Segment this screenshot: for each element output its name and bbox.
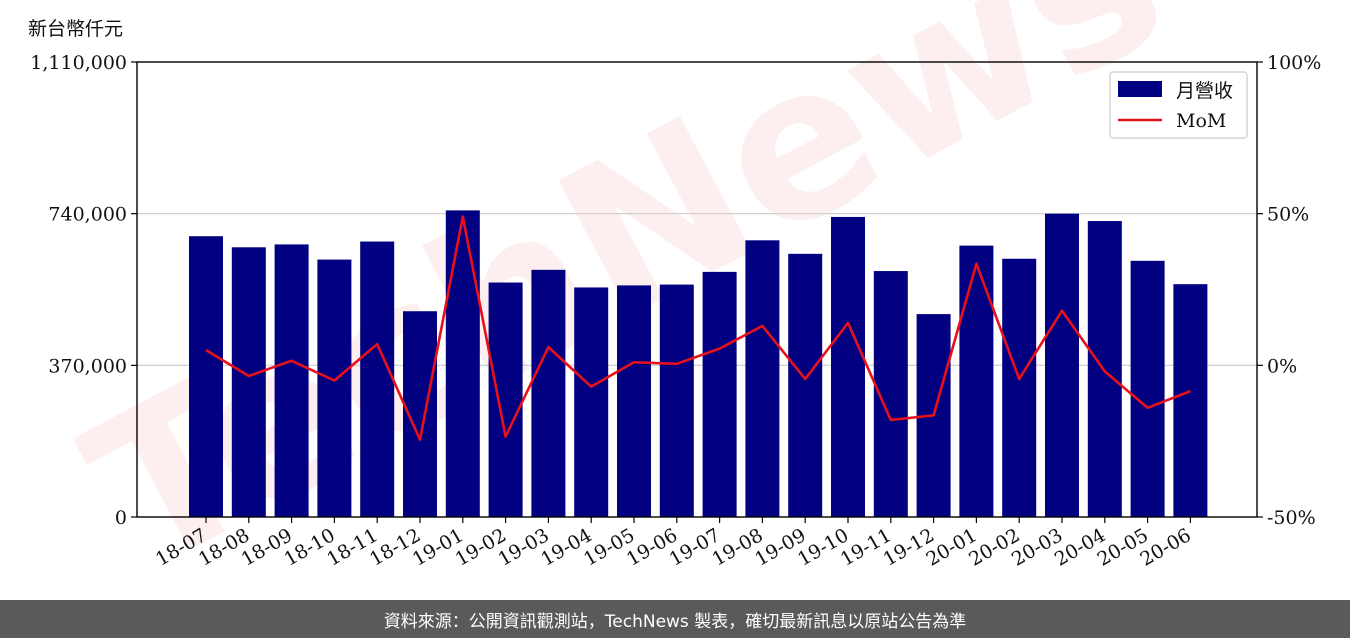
y-left-tick-label: 1,110,000 [30,52,127,74]
bar-18-07 [189,236,223,517]
bar-18-09 [274,244,309,517]
bar-19-09 [788,253,823,518]
source-footer: 資料來源：公開資訊觀測站，TechNews 製表，確切最新訊息以原站公告為準 [0,600,1350,638]
y-right-tick-label: -50% [1267,507,1316,529]
legend-label-revenue: 月營收 [1176,80,1233,102]
bar-19-06 [659,284,694,517]
y-right-tick-label: 0% [1267,355,1297,377]
bar-19-08 [745,240,780,518]
y-right-tick-label: 50% [1267,204,1309,226]
bar-18-08 [231,247,266,517]
bar-19-03 [531,269,566,517]
plot-frame [136,61,1258,518]
bar-20-03 [1045,213,1079,517]
y-left-tick-label: 0 [115,507,127,529]
mom-line [205,215,1191,441]
bar-19-02 [488,282,523,517]
legend: 月營收 MoM [1109,71,1248,139]
bar-18-11 [360,241,395,518]
x-tick-label: 20-06 [1136,524,1194,570]
y-left-tick-label: 370,000 [48,355,127,377]
bar-19-04 [574,287,609,517]
combo-chart: TechNews 0370,000740,0001,110,000-50%0%5… [30,0,1321,600]
footer-text: 資料來源：公開資訊觀測站，TechNews 製表，確切最新訊息以原站公告為準 [383,611,967,632]
y-right-tick-label: 100% [1267,52,1321,74]
bar-20-02 [1002,258,1037,517]
bar-19-10 [831,216,865,517]
bar-19-05 [617,285,651,517]
bar-20-06 [1173,284,1208,517]
bar-20-05 [1130,260,1165,517]
legend-label-mom: MoM [1176,110,1226,132]
y-axis-unit-label: 新台幣仟元 [28,18,124,40]
bar-19-07 [702,271,737,517]
y-left-tick-label: 740,000 [48,204,127,226]
legend-swatch-bar [1118,81,1162,97]
bar-20-04 [1087,221,1122,517]
bar-20-01 [959,245,994,517]
bar-18-10 [317,259,352,517]
bar-series [189,210,1208,518]
line-series [205,215,1191,441]
bar-19-01 [445,210,480,517]
